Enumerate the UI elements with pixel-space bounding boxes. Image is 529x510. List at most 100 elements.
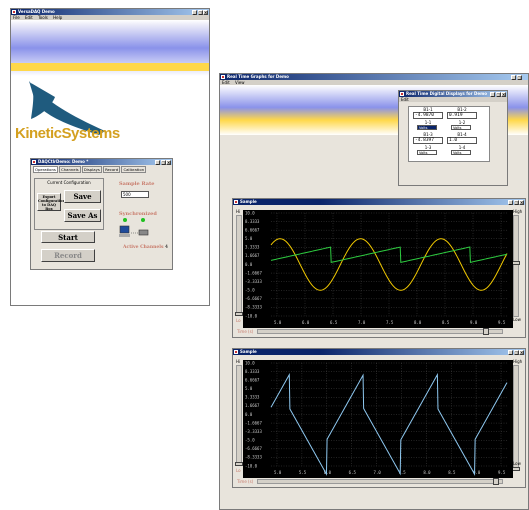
- y-tick-label: 10.0: [245, 210, 255, 215]
- minimize-button[interactable]: _: [192, 9, 197, 15]
- current-config-group: [34, 178, 104, 230]
- y-tick-label: -3.3333: [245, 279, 262, 284]
- x-tick-label: 8.5: [442, 320, 450, 325]
- y-tick-label: -8.3333: [245, 455, 262, 460]
- menu-file[interactable]: File: [13, 15, 20, 20]
- channel-name: 1-4: [458, 145, 466, 150]
- record-button[interactable]: Record: [41, 249, 95, 262]
- brand-name: KineticSystems: [15, 125, 120, 142]
- graphs-title-bar: Real Time Graphs for Demo _ □: [220, 74, 528, 80]
- time-scrollbar[interactable]: [257, 479, 503, 484]
- x-tick-label: 7.5: [386, 320, 394, 325]
- maximize-button[interactable]: □: [197, 9, 203, 15]
- close-button[interactable]: ×: [166, 159, 171, 165]
- close-button[interactable]: ×: [203, 9, 208, 15]
- time-label: Time (s): [237, 479, 254, 484]
- sample2-title-bar: Sample _ □ ×: [233, 349, 525, 355]
- time-scrollbar-thumb[interactable]: [493, 478, 499, 485]
- low-label: Low: [513, 317, 521, 322]
- y-tick-label: -1.6667: [245, 420, 262, 425]
- x-tick-label: 9.5: [498, 470, 506, 475]
- tab-displays[interactable]: Displays: [81, 166, 102, 173]
- y-tick-label: -8.3333: [245, 305, 262, 310]
- y-tick-label: 0.0: [245, 262, 253, 267]
- menu-view[interactable]: View: [235, 80, 245, 85]
- x-tick-label: 7.5: [398, 470, 406, 475]
- unit-select[interactable]: Volts: [451, 150, 471, 155]
- y-tick-label: -10.0: [245, 463, 258, 468]
- channel-value: 0.919: [447, 112, 477, 119]
- sync-led-right-icon: [141, 218, 145, 222]
- channel-name: B1-2: [457, 107, 467, 112]
- graphs-menu-bar: Edit View: [220, 80, 528, 85]
- tab-record[interactable]: Record: [103, 166, 121, 173]
- maximize-button[interactable]: □: [513, 349, 519, 355]
- x-tick-label: 9.5: [498, 320, 506, 325]
- x-tick-label: 6.5: [330, 320, 338, 325]
- minimize-button[interactable]: _: [511, 74, 516, 80]
- right-slider-track[interactable]: [513, 365, 519, 471]
- config-tab-strip: Operations Channels Displays Record Cali…: [33, 166, 147, 173]
- save-as-button[interactable]: Save As: [64, 209, 101, 222]
- lo-label: Lo: [236, 318, 241, 323]
- app-icon: [400, 92, 404, 96]
- start-button[interactable]: Start: [41, 231, 95, 243]
- right-slider-thumb[interactable]: [512, 467, 520, 471]
- tab-operations[interactable]: Operations: [33, 166, 58, 173]
- menu-edit[interactable]: Edit: [222, 80, 230, 85]
- y-tick-label: 6.6667: [245, 377, 260, 382]
- save-button[interactable]: Save: [64, 190, 101, 203]
- sample-title-bar: Sample _ □ ×: [233, 199, 525, 205]
- left-slider-track[interactable]: [236, 365, 242, 465]
- left-slider-thumb[interactable]: [235, 462, 243, 466]
- left-slider-track[interactable]: [236, 215, 242, 315]
- minimize-button[interactable]: _: [508, 349, 513, 355]
- main-menu-bar: File Edit Tools Help: [11, 15, 209, 20]
- maximize-button[interactable]: □: [160, 159, 166, 165]
- x-tick-label: 6.0: [324, 470, 332, 475]
- left-slider-thumb[interactable]: [235, 312, 243, 316]
- minimize-button[interactable]: _: [490, 91, 495, 97]
- x-tick-label: 6.5: [349, 470, 357, 475]
- minimize-button[interactable]: _: [508, 199, 513, 205]
- minimize-button[interactable]: _: [155, 159, 160, 165]
- x-tick-label: 5.0: [274, 320, 282, 325]
- channel-name: 1-1: [424, 120, 432, 125]
- tab-channels[interactable]: Channels: [59, 166, 81, 173]
- menu-help[interactable]: Help: [53, 15, 63, 20]
- sample-title: Sample: [240, 199, 257, 204]
- kinetic-logo-icon: [29, 81, 105, 135]
- close-button[interactable]: ×: [519, 349, 524, 355]
- unit-select[interactable]: Volts: [417, 125, 437, 130]
- menu-edit[interactable]: Edit: [401, 97, 409, 102]
- right-slider-track[interactable]: [513, 215, 519, 317]
- x-tick-label: 8.5: [448, 470, 456, 475]
- maximize-button[interactable]: □: [495, 91, 501, 97]
- active-channels-text: Active Channels: [123, 245, 164, 250]
- channel-name: B1-1: [423, 107, 433, 112]
- channel-name: B1-3: [423, 132, 433, 137]
- close-button[interactable]: ×: [501, 91, 506, 97]
- digital-window: Real Time Digital Displays for Demo _ □ …: [398, 90, 508, 186]
- unit-select[interactable]: Volts: [451, 125, 471, 130]
- time-scrollbar-thumb[interactable]: [483, 328, 489, 335]
- channel-value: 1.0: [447, 137, 477, 144]
- plot-background: [243, 210, 513, 328]
- digital-menu-bar: Edit: [399, 97, 507, 102]
- right-slider-thumb[interactable]: [512, 261, 520, 265]
- maximize-button[interactable]: □: [516, 74, 522, 80]
- unit-select[interactable]: Volts: [417, 150, 437, 155]
- time-scrollbar[interactable]: [257, 329, 503, 334]
- x-tick-label: 7.0: [374, 470, 382, 475]
- export-button[interactable]: Export Configuration to DAQ Box: [37, 193, 66, 211]
- close-button[interactable]: ×: [519, 199, 524, 205]
- menu-tools[interactable]: Tools: [38, 15, 48, 20]
- sample-rate-input[interactable]: 500: [121, 191, 149, 198]
- y-tick-label: 10.0: [245, 360, 255, 365]
- channel-value: -4.8397: [413, 137, 443, 144]
- tab-calibration[interactable]: Calibration: [121, 166, 147, 173]
- sample2-plot-chart: 10.0 8.3333 6.6667 5.0 3.3333 1.6667 0.0 -1.666…: [243, 360, 513, 478]
- maximize-button[interactable]: □: [513, 199, 519, 205]
- computer-link-icon: [119, 225, 149, 237]
- menu-edit[interactable]: Edit: [24, 15, 33, 20]
